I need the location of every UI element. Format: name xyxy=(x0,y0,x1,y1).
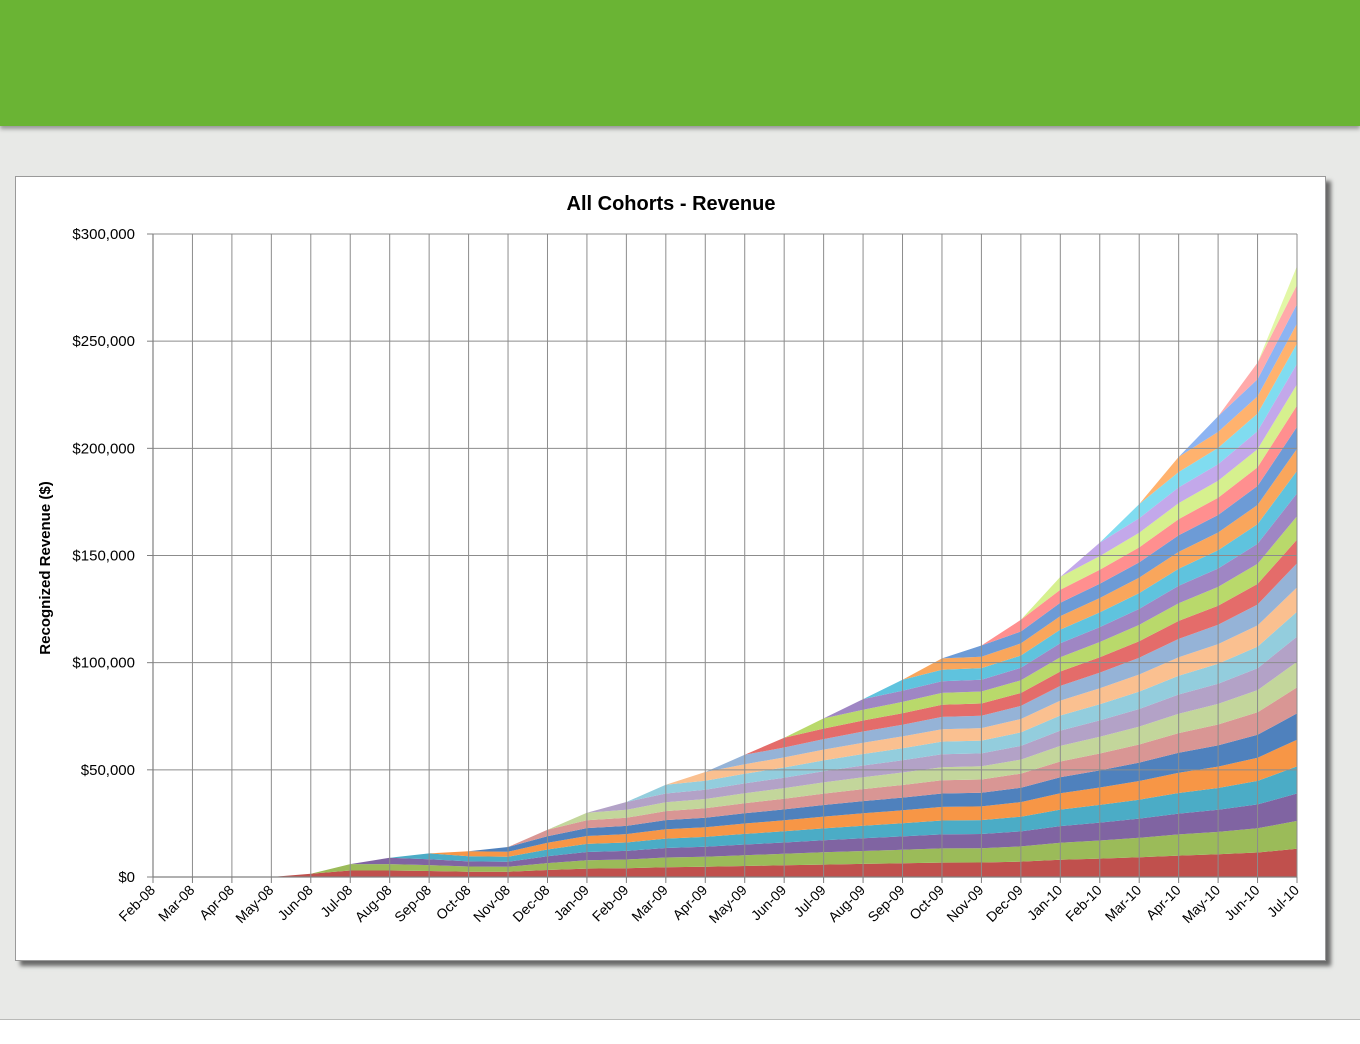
x-tick-label: Feb-09 xyxy=(589,882,632,925)
x-tick-label: Jun-09 xyxy=(748,882,790,924)
y-tick-label: $300,000 xyxy=(72,226,135,243)
chart-frame: $0 $50,000 $100,000 $150,000 $200,000 $250,00… xyxy=(15,176,1326,961)
y-tick-label: $250,000 xyxy=(72,333,135,350)
x-tick-label: May-08 xyxy=(232,882,276,926)
x-tick-label: Dec-08 xyxy=(509,882,552,925)
x-tick-label: Jun-08 xyxy=(274,882,316,924)
y-tick-label: $100,000 xyxy=(72,655,135,672)
x-tick-label: Sep-09 xyxy=(864,882,907,925)
x-tick-label: Mar-08 xyxy=(155,882,198,925)
x-tick-label: Nov-09 xyxy=(943,882,986,925)
chart-title: All Cohorts - Revenue xyxy=(567,193,776,215)
cohort-area-26 xyxy=(1257,266,1297,363)
x-tick-label: May-09 xyxy=(706,882,750,926)
revenue-area-chart: $0 $50,000 $100,000 $150,000 $200,000 $250,00… xyxy=(37,193,1302,926)
x-tick-label: Jun-10 xyxy=(1221,882,1263,924)
x-tick-label: Jan-10 xyxy=(1024,882,1066,924)
x-tick-label: Dec-09 xyxy=(983,882,1026,925)
x-tick-label: Aug-09 xyxy=(825,882,868,925)
cohort-area-6 xyxy=(468,713,1298,852)
x-tick-label: Oct-09 xyxy=(906,882,947,923)
header-bar xyxy=(0,0,1360,126)
x-tick-label: Jul-10 xyxy=(1264,882,1302,920)
x-tick-label: Mar-10 xyxy=(1102,882,1145,925)
y-axis-label: Recognized Revenue ($) xyxy=(37,481,54,654)
x-tick-label: Apr-10 xyxy=(1143,882,1184,923)
x-tick-label: Nov-08 xyxy=(470,882,513,925)
cohort-area-20 xyxy=(1020,384,1297,620)
cohort-area-10 xyxy=(626,611,1297,802)
axes xyxy=(147,233,1298,883)
x-tick-label: Jan-09 xyxy=(550,882,592,924)
x-tick-label: Feb-08 xyxy=(115,882,158,925)
y-tick-label: $50,000 xyxy=(81,762,135,779)
cohort-area-8 xyxy=(547,661,1297,830)
x-tick-label: Mar-09 xyxy=(628,882,671,925)
x-tick-label: Apr-08 xyxy=(196,882,237,923)
x-tick-label: Sep-08 xyxy=(391,882,434,925)
y-tick-label: $200,000 xyxy=(72,440,135,457)
x-tick-label: Aug-08 xyxy=(352,882,395,925)
x-tick-label: Jul-08 xyxy=(317,882,355,920)
y-tick-label: $0 xyxy=(118,869,135,886)
cohort-area-5 xyxy=(429,739,1298,857)
y-axis-tick-labels: $0 $50,000 $100,000 $150,000 $200,000 $250,00… xyxy=(72,226,135,886)
x-tick-label: Apr-09 xyxy=(669,882,710,923)
y-tick-label: $150,000 xyxy=(72,548,135,565)
x-tick-label: May-10 xyxy=(1179,882,1223,926)
x-tick-label: Oct-08 xyxy=(433,882,474,923)
x-tick-label: Feb-10 xyxy=(1062,882,1105,925)
cohort-area-1 xyxy=(271,848,1297,877)
slide-background: $0 $50,000 $100,000 $150,000 $200,000 $250,00… xyxy=(0,0,1360,1020)
x-tick-label: Jul-09 xyxy=(790,882,828,920)
cohort-area-4 xyxy=(389,766,1297,862)
gridlines xyxy=(152,233,1298,878)
